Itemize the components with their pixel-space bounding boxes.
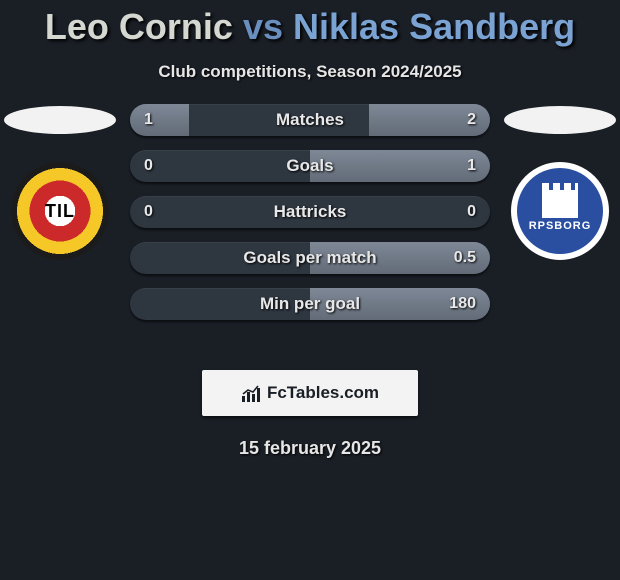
club-right-column: RPSBORG bbox=[500, 104, 620, 260]
stat-row: 00Hattricks bbox=[130, 196, 490, 228]
club-left-label: TIL bbox=[45, 201, 75, 222]
club-left-crest-icon: TIL bbox=[11, 162, 109, 260]
brand-label: FcTables.com bbox=[267, 383, 379, 403]
stat-row: 0.5Goals per match bbox=[130, 242, 490, 274]
vs-text: vs bbox=[243, 6, 283, 47]
player2-name: Niklas Sandberg bbox=[293, 6, 575, 47]
castle-icon bbox=[542, 190, 578, 218]
subtitle: Club competitions, Season 2024/2025 bbox=[0, 62, 620, 82]
stat-bars: 12Matches 01Goals 00Hattricks 0.5Goals per … bbox=[130, 104, 490, 334]
player1-name: Leo Cornic bbox=[45, 6, 233, 47]
comparison-panel: TIL RPSBORG 12Matches 01Goals 00Hattricks 0… bbox=[0, 104, 620, 364]
flag-right-icon bbox=[504, 106, 616, 134]
club-left-column: TIL bbox=[0, 104, 120, 260]
club-right-label: RPSBORG bbox=[529, 220, 592, 232]
date-label: 15 february 2025 bbox=[0, 438, 620, 459]
brand-chart-icon bbox=[241, 384, 263, 402]
stat-label: Min per goal bbox=[130, 288, 490, 320]
stat-label: Hattricks bbox=[130, 196, 490, 228]
page-title: Leo Cornic vs Niklas Sandberg bbox=[0, 0, 620, 48]
stat-row: 12Matches bbox=[130, 104, 490, 136]
stat-label: Goals bbox=[130, 150, 490, 182]
stat-row: 01Goals bbox=[130, 150, 490, 182]
club-right-crest-icon: RPSBORG bbox=[511, 162, 609, 260]
stat-label: Goals per match bbox=[130, 242, 490, 274]
stat-label: Matches bbox=[130, 104, 490, 136]
brand-box: FcTables.com bbox=[202, 370, 418, 416]
stat-row: 180Min per goal bbox=[130, 288, 490, 320]
flag-left-icon bbox=[4, 106, 116, 134]
